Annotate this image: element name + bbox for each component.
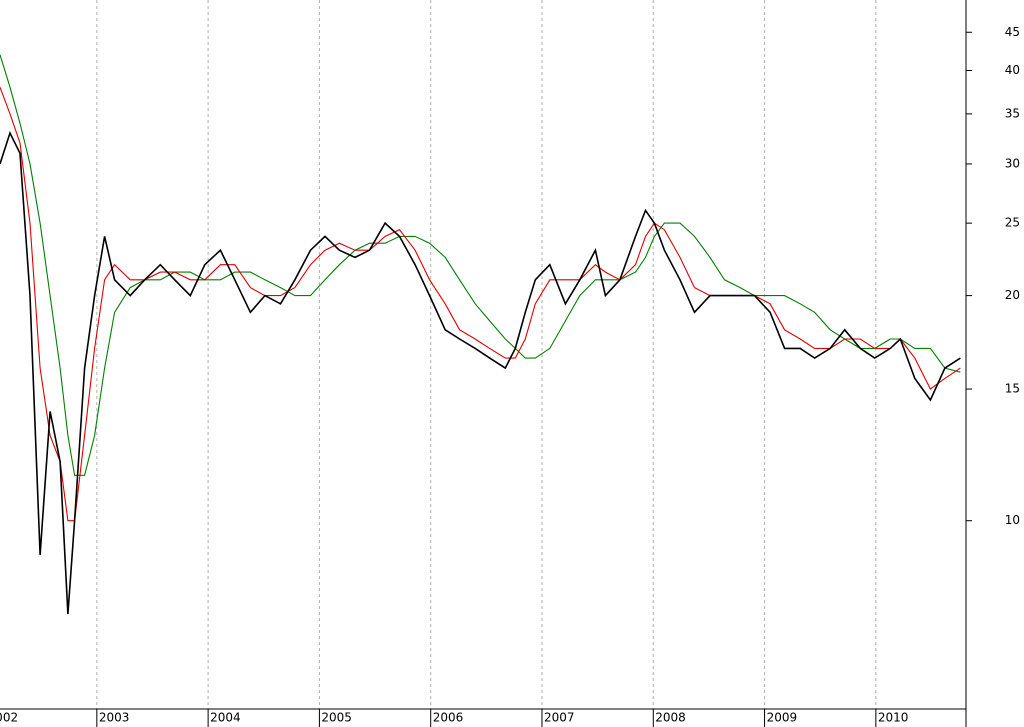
x-tick-label: 2010 (878, 711, 909, 725)
x-tick-label: 2002 (0, 711, 18, 725)
y-tick-label: 25 (1005, 216, 1020, 230)
x-tick-label: 2007 (544, 711, 575, 725)
series-line (0, 54, 961, 476)
series-line (0, 87, 961, 522)
x-tick-label: 2004 (210, 711, 241, 725)
y-tick-label: 15 (1005, 382, 1020, 396)
y-tick-label: 35 (1005, 106, 1020, 120)
x-tick-label: 2009 (767, 711, 798, 725)
series-line (0, 130, 961, 615)
x-tick-label: 2006 (433, 711, 464, 725)
y-tick-label: 30 (1005, 156, 1020, 170)
y-tick-label: 10 (1005, 513, 1020, 527)
y-tick-label: 45 (1005, 25, 1020, 39)
y-tick-label: 40 (1005, 63, 1020, 77)
x-tick-label: 2003 (99, 711, 130, 725)
x-tick-label: 2005 (321, 711, 352, 725)
y-tick-label: 20 (1005, 288, 1020, 302)
x-tick-label: 2008 (655, 711, 686, 725)
